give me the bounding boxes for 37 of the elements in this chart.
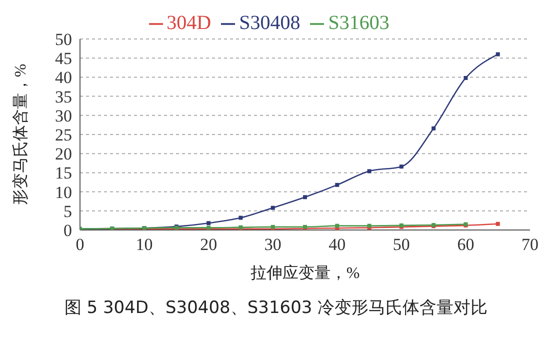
point <box>303 195 307 200</box>
y-tick-label: 15 <box>55 164 72 183</box>
point <box>206 221 211 226</box>
x-tick-label: 70 <box>522 235 538 254</box>
legend-label: 304D <box>166 12 212 34</box>
y-tick-label: 30 <box>55 106 72 126</box>
legend-label: S30408 <box>239 12 300 34</box>
point <box>399 164 404 169</box>
point <box>335 224 340 228</box>
point <box>270 206 275 210</box>
y-tick-label: 0 <box>64 221 72 240</box>
y-tick-label: 25 <box>55 126 72 145</box>
y-tick-label: 20 <box>55 144 72 164</box>
y-tick-label: 35 <box>55 87 72 106</box>
legend-label: S31603 <box>328 12 390 34</box>
x-tick-label: 20 <box>200 235 218 254</box>
caption: 图 5 304D、S30408、S31603 冷变形马氏体含量对比 <box>63 297 489 319</box>
y-tick-label: 45 <box>55 49 72 68</box>
point <box>335 182 340 187</box>
x-tick-label: 0 <box>76 235 84 254</box>
point <box>238 216 243 220</box>
point <box>496 222 500 226</box>
x-axis-title: 拉伸应变量，% <box>250 264 360 282</box>
x-tick-label: 10 <box>136 235 153 254</box>
point <box>367 169 372 174</box>
x-tick-label: 30 <box>264 235 282 254</box>
y-axis-title: 形变马氏体含量，% <box>12 64 30 206</box>
x-tick-label: 60 <box>457 235 474 254</box>
point <box>496 52 500 56</box>
x-tick-label: 50 <box>392 235 410 254</box>
y-tick-label: 10 <box>55 182 72 202</box>
y-tick-label: 50 <box>55 30 72 50</box>
y-tick-label: 5 <box>64 202 72 221</box>
y-tick-label: 40 <box>55 68 72 88</box>
x-tick-label: 40 <box>328 235 346 254</box>
point <box>432 126 436 130</box>
point <box>464 76 468 80</box>
